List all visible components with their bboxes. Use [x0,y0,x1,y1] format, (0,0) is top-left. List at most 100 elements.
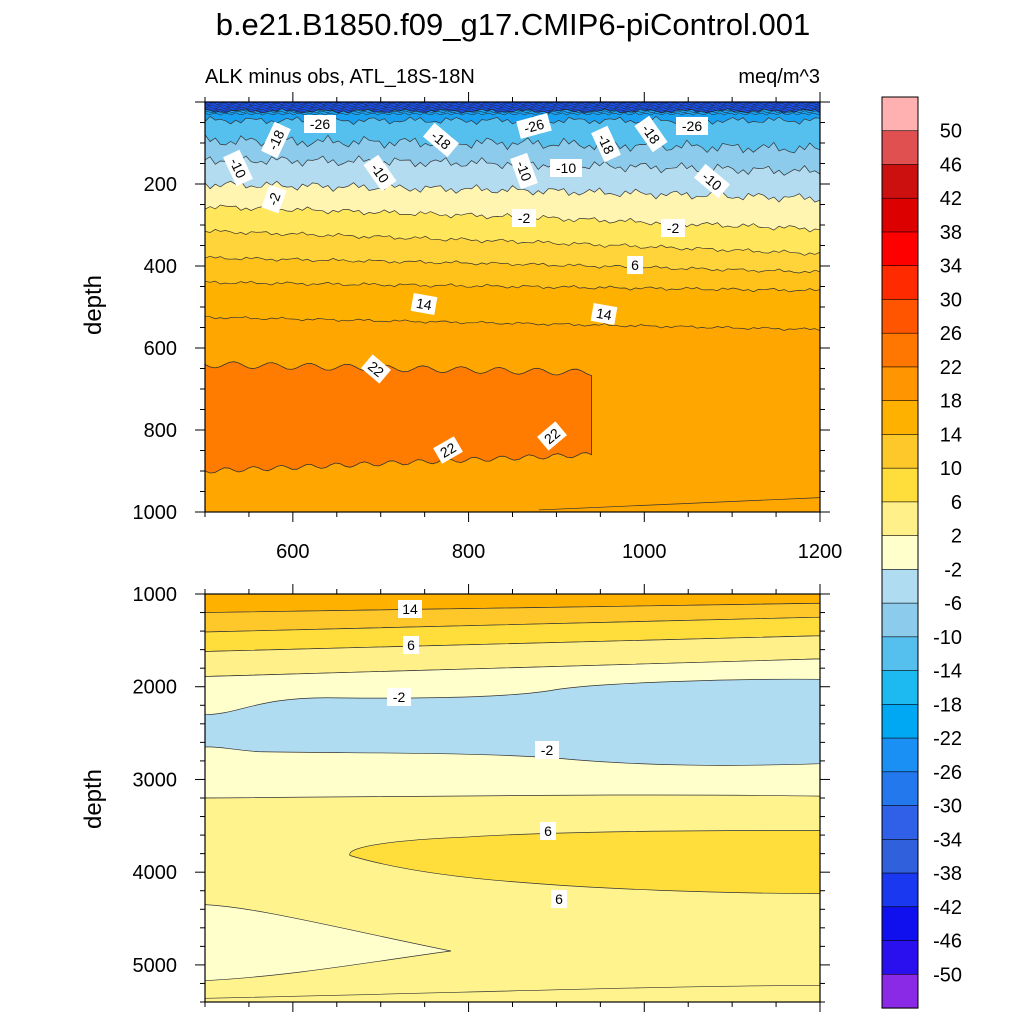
colorbar-label: 50 [940,121,962,143]
contour-label-text: -2 [667,220,680,236]
contour-label: -18 [261,121,291,159]
colorbar-label: -14 [933,661,962,683]
y-tick-label: 3000 [133,769,178,791]
contour-label: -26 [516,113,552,139]
y-tick-label: 5000 [133,955,178,977]
contour-label: 14 [590,303,618,325]
colorbar-swatch [881,704,919,739]
colorbar-swatch [881,973,919,1009]
colorbar-label: 42 [940,188,962,210]
colorbar-label: -18 [933,694,962,716]
contour-label: -10 [550,159,582,177]
x-tick-label: 800 [452,541,485,563]
colorbar-label: -46 [933,931,962,953]
contour-label-text: -26 [682,118,702,134]
colorbar-swatch [881,602,919,638]
colorbar-swatch [881,737,919,773]
contour-label-text: 22 [437,439,459,461]
contour-label-text: 6 [407,637,415,653]
colorbar-label: -22 [933,728,962,750]
contour-label-text: -10 [226,155,249,180]
colorbar-label: 38 [940,222,962,244]
colorbar-label: 30 [940,289,962,311]
colorbar-swatch [881,670,919,705]
contour-label: -18 [591,125,621,163]
contour-label-text: -2 [518,210,531,226]
contour-label-text: 6 [555,891,563,907]
contour-label: 14 [398,600,422,618]
contour-label: 14 [410,293,438,315]
contour-label: -10 [693,163,731,199]
contour-line [205,108,820,112]
upper-contour-plot: -26-18-10-2-18-10-26-10 -10-18 -18 -26-10-2… [133,92,843,563]
figure-title: b.e21.B1850.f09_g17.CMIP6-piControl.001 [216,7,811,42]
colorbar: 50 46 42 38 34 30 26 22 18 14 10 6 2 -2 -6 -10 -14 -18 -22… [881,96,962,1009]
colorbar-swatch [881,872,919,908]
colorbar-label: -50 [933,964,962,986]
colorbar-label: 2 [951,526,962,548]
colorbar-swatch [881,569,919,604]
x-tick-label: 1000 [622,541,667,563]
colorbar-swatch [881,231,919,267]
contour-line [205,112,820,116]
colorbar-label: 22 [940,357,962,379]
colorbar-label: -34 [933,829,962,851]
contour-label: 22 [361,354,391,384]
colorbar-label: 46 [940,155,962,177]
contour-label-text: -2 [541,742,554,758]
upper-y-axis-label: depth [80,275,107,335]
y-tick-label: 800 [144,420,177,442]
contour-label: -2 [535,741,559,759]
colorbar-frame [881,96,919,1009]
colorbar-swatch [881,771,919,807]
lower-contour-plot: 14 6 -2 -2 6 6 1000 2000 3000 4000 5000 [133,584,830,1012]
contour-label-text: -18 [594,131,617,156]
contour-label-text: 14 [595,305,613,323]
band-neg6 [205,678,820,766]
colorbar-label: 34 [940,256,962,278]
colorbar-swatch [881,332,919,368]
contour-label-text: 6 [631,257,639,273]
y-tick-label: 400 [144,256,177,278]
x-tick-label: 1200 [798,541,843,563]
colorbar-swatch [881,366,919,402]
band-pos10 [205,602,820,633]
colorbar-label: -38 [933,863,962,885]
band-pos2 [205,635,820,677]
upper-subtitle-right: meq/m^3 [738,66,820,88]
colorbar-swatch [881,636,919,672]
colorbar-swatch [881,940,919,975]
contour-line [205,104,820,108]
y-tick-label: 2000 [133,677,178,699]
band-pos6-deep [349,830,820,894]
contour-label-text: -26 [310,116,330,132]
contour-label: -2 [261,184,287,214]
colorbar-swatch [881,265,919,301]
y-tick-label: 1000 [133,584,178,606]
colorbar-swatch [881,501,919,537]
y-tick-label: 1000 [133,502,178,524]
contour-label: -18 [634,115,668,153]
colorbar-label: 26 [940,323,962,345]
contour-label: 6 [403,636,419,654]
colorbar-swatch [881,838,919,874]
colorbar-swatch [881,164,919,199]
contour-line [205,110,820,114]
contour-label: -26 [304,115,336,133]
contour-label-text: -10 [513,159,535,184]
colorbar-swatch [881,400,919,436]
lower-y-axis-label: depth [80,769,107,829]
colorbar-label: -42 [933,897,962,919]
contour-label-text: -26 [522,116,546,137]
colorbar-label: -30 [933,796,962,818]
colorbar-label: -2 [944,559,962,581]
band-neg2-deep [205,904,452,982]
colorbar-swatch [881,299,919,334]
x-tick-label: 600 [276,541,309,563]
contour-label-text: -18 [264,127,287,152]
contour-label: -26 [676,117,708,135]
contour-line [205,984,820,999]
colorbar-swatch [881,535,919,570]
colorbar-swatch [881,434,919,469]
contour-label: 22 [433,436,463,464]
